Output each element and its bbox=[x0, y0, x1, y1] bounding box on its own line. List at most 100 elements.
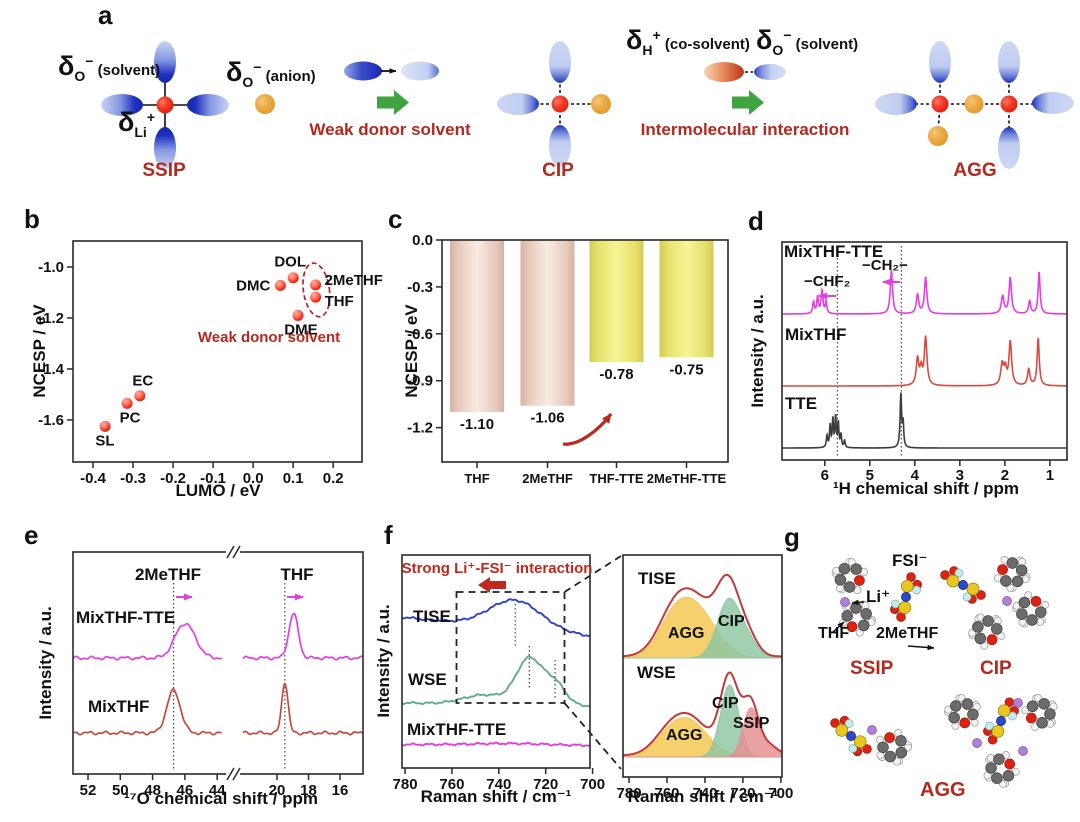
tick-label: DME bbox=[284, 321, 317, 338]
f-left-x-axis-title: Raman shift / cm⁻¹ bbox=[420, 787, 572, 806]
tick-label: 50 bbox=[112, 782, 129, 799]
trace-MixTHF-TTE bbox=[242, 612, 364, 661]
fsi-anion-molecule bbox=[983, 697, 1019, 745]
tick-label: 2MeTHF bbox=[522, 471, 573, 486]
tick-label: -1.6 bbox=[38, 412, 64, 429]
tick-label: THF bbox=[325, 293, 354, 310]
solvent-lobe-icon bbox=[101, 94, 143, 116]
tick-label: 44 bbox=[209, 782, 226, 799]
fsi-anion-molecule bbox=[890, 572, 922, 622]
tick-label: -1.2 bbox=[38, 310, 64, 327]
delta-o-anion-label: δO− (anion) bbox=[226, 57, 316, 90]
intermolecular-caption: Intermolecular interaction bbox=[640, 120, 850, 139]
f-trace-label-mixthf-tte: MixTHF-TTE bbox=[407, 720, 507, 739]
f-deconv-label-tise: TISE bbox=[638, 569, 676, 588]
anion-icon bbox=[964, 94, 984, 114]
ether-ring-molecule bbox=[1012, 591, 1050, 628]
envelope-TISE bbox=[622, 573, 783, 658]
f-band-label-cip-wse: CIP bbox=[712, 695, 739, 712]
tick-label: -1.10 bbox=[460, 416, 494, 433]
f-annotation: Strong Li⁺-FSI⁻ interaction bbox=[401, 560, 593, 577]
trace-MixTHF-TTE bbox=[782, 270, 1067, 315]
panel-label-a: a bbox=[98, 0, 113, 30]
data-point-DOL bbox=[287, 272, 299, 284]
d-x-axis-title: ¹H chemical shift / ppm bbox=[832, 479, 1020, 498]
tick-label: 0.1 bbox=[283, 470, 304, 487]
envelope-WSE bbox=[623, 671, 783, 757]
e-trace-label-mixthf: MixTHF bbox=[88, 697, 150, 716]
tick-label: 740 bbox=[486, 776, 511, 793]
anion-icon bbox=[928, 126, 948, 146]
ssip-diagram bbox=[101, 41, 229, 169]
ether-ring-molecule bbox=[875, 728, 912, 766]
panel-label-e: e bbox=[24, 520, 39, 550]
tick-label: -1.2 bbox=[407, 420, 433, 437]
f-trace-label-tise: TISE bbox=[413, 607, 451, 626]
plot-border bbox=[441, 239, 729, 463]
data-point-2MeTHF bbox=[310, 279, 322, 291]
delta-o-solvent-label: δO− (solvent) bbox=[58, 51, 161, 84]
tick-label: 6 bbox=[821, 467, 829, 484]
panel-e-chart: 52 50 48 46 44 20 18 16 bbox=[72, 545, 364, 799]
tick-label: 20 bbox=[269, 782, 286, 799]
ether-ring-molecule bbox=[968, 613, 1006, 650]
f-right-x-axis-title: Raman shift / cm⁻¹ bbox=[627, 787, 779, 806]
cip-label: CIP bbox=[542, 160, 574, 181]
fsi-anion-molecule bbox=[940, 566, 986, 604]
g-fsi-label: FSI⁻ bbox=[892, 551, 928, 570]
trace-MixTHF bbox=[782, 334, 1067, 387]
weak-donor-ellipse bbox=[302, 262, 331, 318]
tick-label: 700 bbox=[768, 785, 793, 802]
d-trace-label-mixthf: MixTHF bbox=[785, 325, 847, 344]
panel-a-schematic bbox=[101, 41, 1074, 169]
tick-label: -0.6 bbox=[407, 326, 433, 343]
data-point-PC bbox=[121, 397, 133, 409]
g-agg-label: AGG bbox=[920, 779, 966, 801]
f-y-axis-title: Intensity / a.u. bbox=[374, 604, 394, 718]
tick-label: 780 bbox=[617, 785, 642, 802]
bar-THF-TTE bbox=[589, 240, 644, 362]
panel-f-left-chart: 780 760 740 720 700 bbox=[393, 554, 622, 793]
panel-label-b: b bbox=[24, 204, 40, 234]
plot-border bbox=[72, 551, 364, 775]
tick-label: 46 bbox=[177, 782, 194, 799]
weak-donor-solvent-caption: Weak donor solvent bbox=[309, 120, 471, 139]
li-ion-atom bbox=[840, 597, 850, 607]
data-point-SL bbox=[99, 420, 111, 432]
red-left-arrow-icon bbox=[478, 577, 506, 593]
e-trace-label-mixthf-tte: MixTHF-TTE bbox=[76, 608, 176, 627]
f-band-label-cip-tise: CIP bbox=[718, 613, 745, 630]
trace-TISE bbox=[401, 598, 590, 638]
f-deconv-label-wse: WSE bbox=[637, 663, 676, 682]
agg-label: AGG bbox=[953, 160, 997, 181]
panel-label-c: c bbox=[388, 204, 403, 234]
ether-ring-molecule bbox=[944, 694, 981, 730]
e-peak-label-2methf: 2MeTHF bbox=[134, 565, 202, 584]
li-ion-icon bbox=[931, 95, 949, 113]
tick-label: -0.2 bbox=[160, 470, 186, 487]
li-ion-atom bbox=[1013, 698, 1023, 708]
solvent-lobe-icon bbox=[497, 93, 539, 115]
tick-label: 0.0 bbox=[412, 232, 433, 249]
tick-label: 18 bbox=[300, 782, 317, 799]
tick-label: PC bbox=[120, 409, 141, 426]
data-point-EC bbox=[134, 390, 146, 402]
solvent-lobe-icon bbox=[187, 94, 229, 116]
bar-2MeTHF bbox=[520, 240, 575, 406]
data-point-DME bbox=[292, 309, 304, 321]
panel-f-right-chart: 780 760 740 720 700 bbox=[617, 554, 793, 802]
tick-label: 780 bbox=[393, 776, 418, 793]
e-y-axis-title: Intensity / a.u. bbox=[36, 606, 56, 720]
tick-label: THF bbox=[464, 471, 489, 486]
fsi-anion-molecule bbox=[830, 715, 872, 757]
e-x-axis-title: ¹⁷O chemical shift / ppm bbox=[123, 789, 319, 808]
cip-diagram bbox=[497, 41, 611, 167]
tick-label: 0.2 bbox=[323, 470, 344, 487]
tick-label: SL bbox=[95, 432, 114, 449]
f-band-label-ssip-wse: SSIP bbox=[733, 715, 770, 732]
donor-pair-diagram bbox=[344, 61, 439, 81]
ether-ring-molecule bbox=[983, 750, 1020, 788]
ether-ring-molecule bbox=[1021, 694, 1058, 732]
solvent-lobe-icon bbox=[1032, 92, 1074, 114]
